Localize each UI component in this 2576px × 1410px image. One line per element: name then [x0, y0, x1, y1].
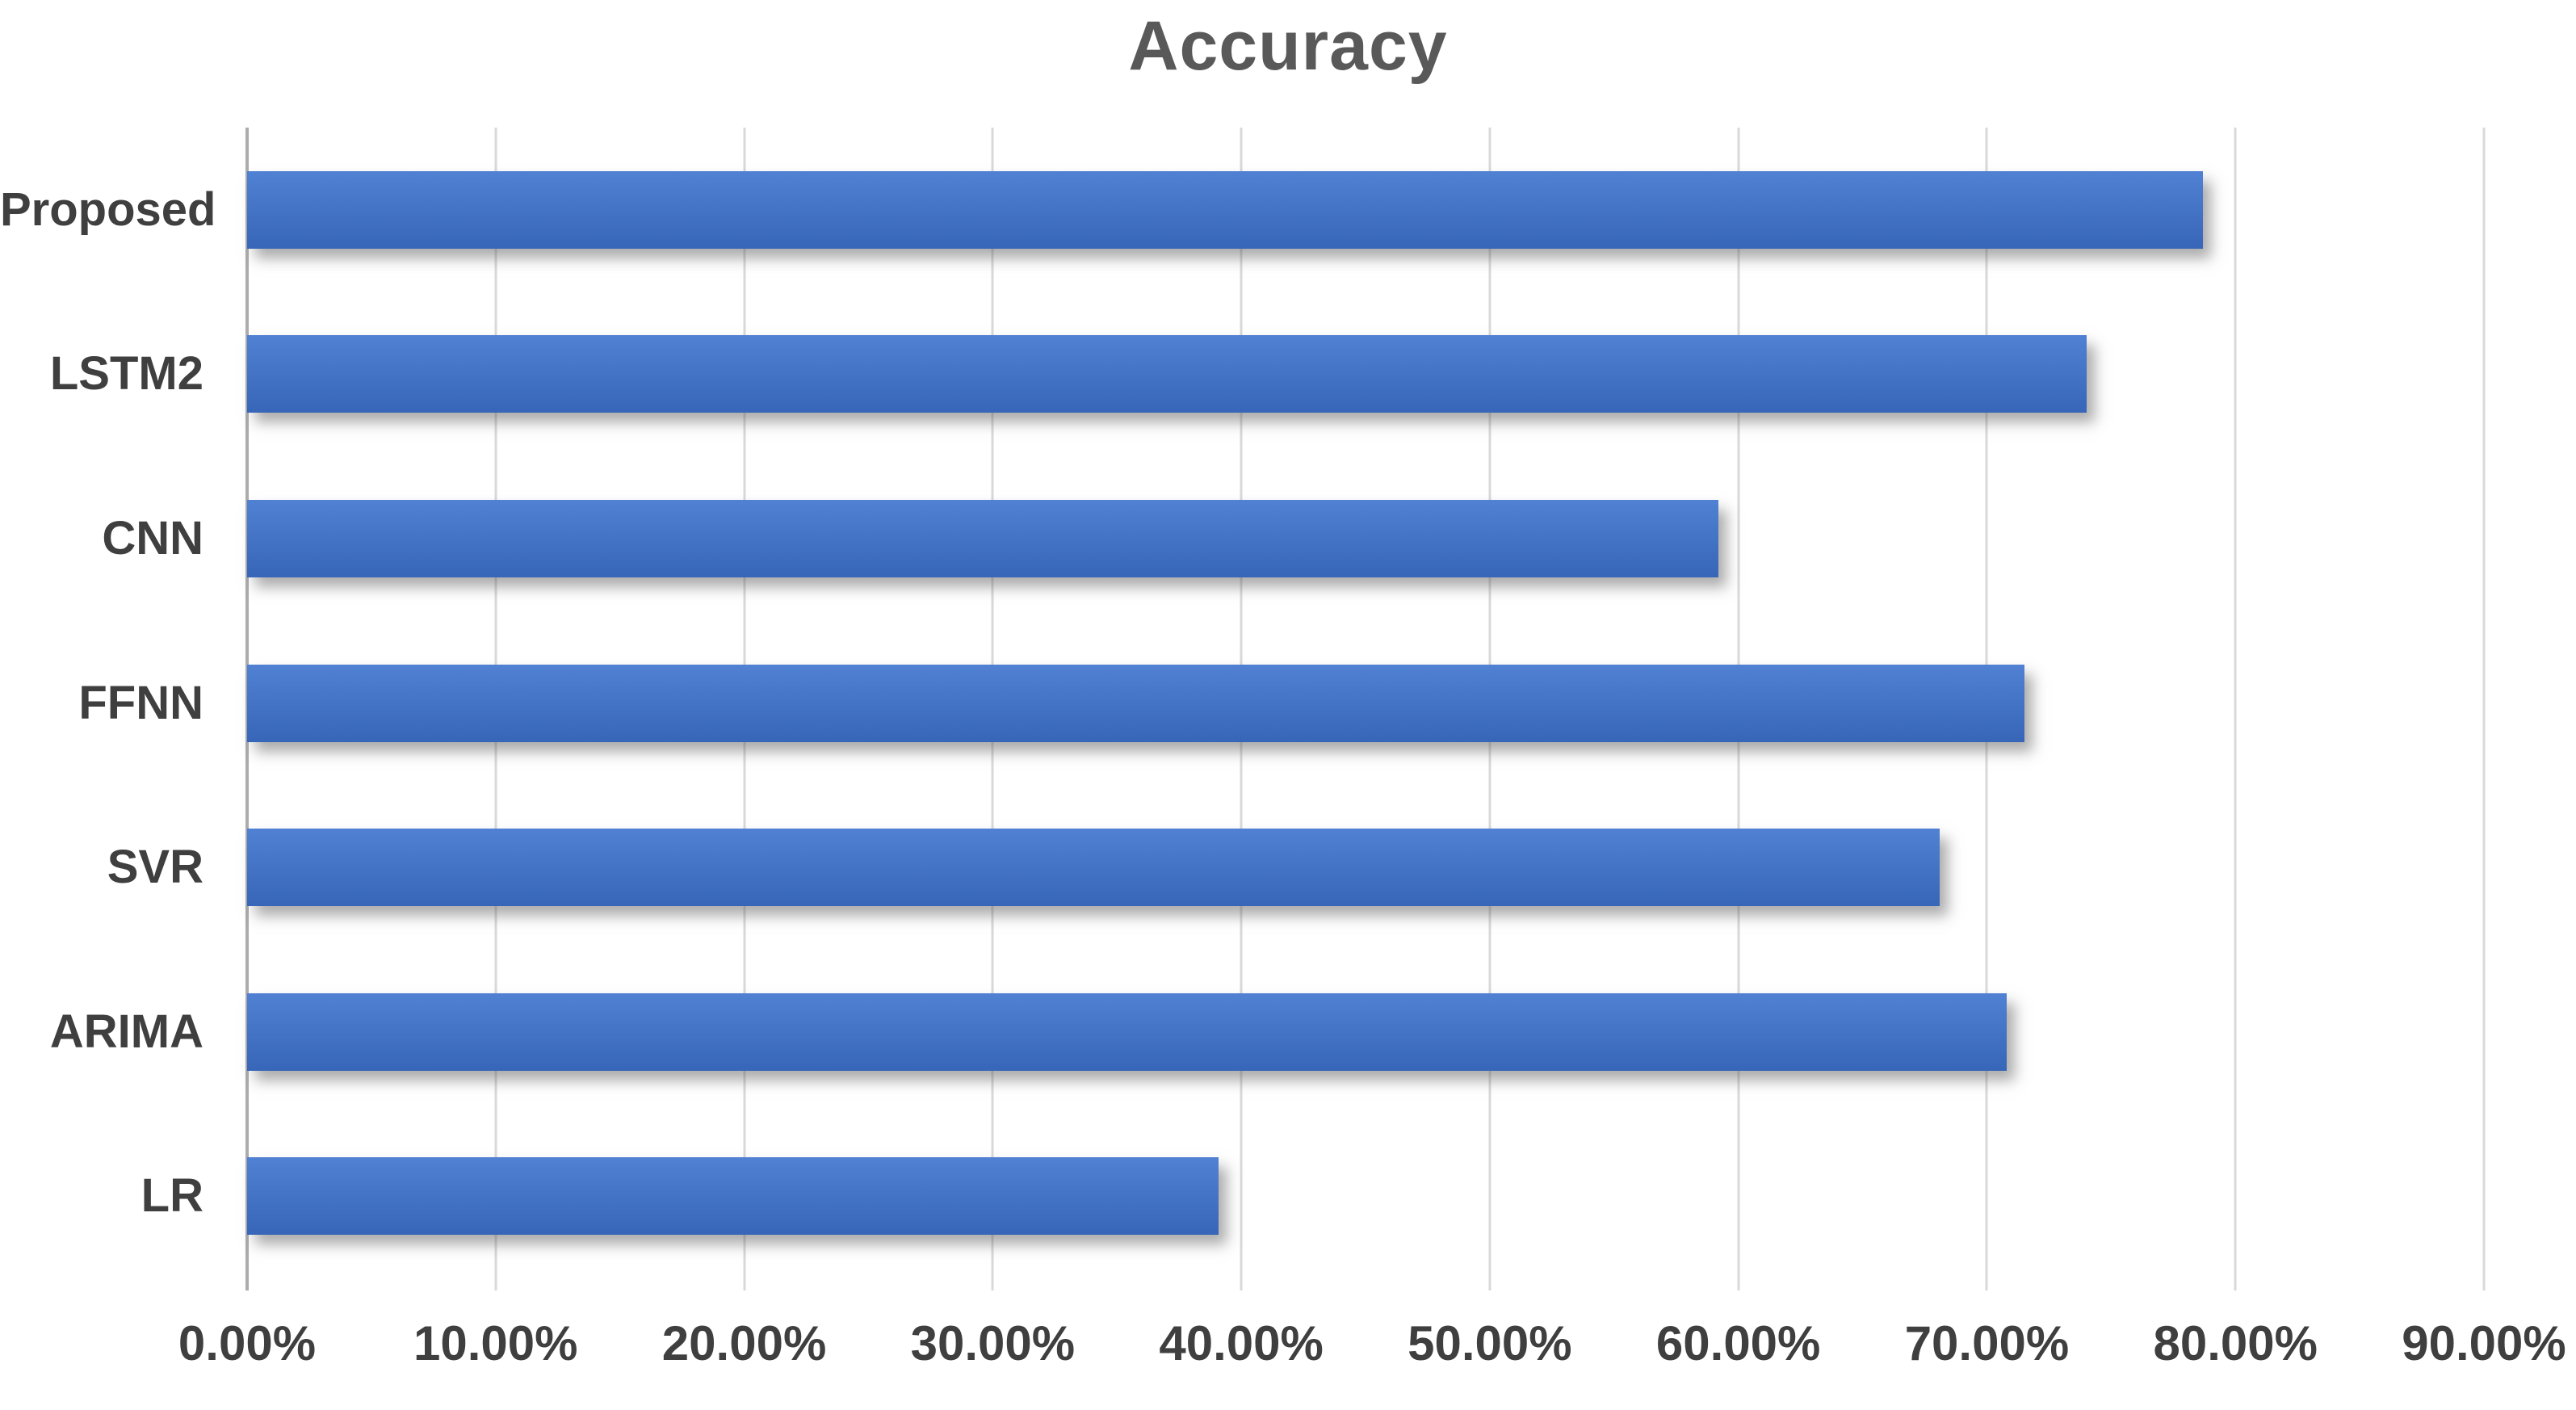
- x-tick-label: 30.00%: [910, 1316, 1076, 1370]
- gridline: [2234, 128, 2237, 1290]
- plot-area: [245, 128, 2486, 1290]
- bar-lr: [247, 1157, 1219, 1236]
- category-label: Proposed: [0, 183, 216, 236]
- bar-svr: [247, 829, 1940, 907]
- x-tick-label: 80.00%: [2153, 1316, 2318, 1370]
- x-tick-label: 60.00%: [1655, 1316, 1821, 1370]
- x-tick-label: 10.00%: [413, 1316, 578, 1370]
- category-label: LR: [141, 1169, 203, 1223]
- category-label: LSTM2: [49, 347, 203, 401]
- bar-ffnn: [247, 664, 2024, 742]
- bar-cnn: [247, 499, 1719, 577]
- category-label: CNN: [102, 511, 203, 564]
- chart-title: Accuracy: [1128, 7, 1448, 85]
- bar-arima: [247, 992, 2008, 1071]
- category-label: FFNN: [78, 676, 203, 729]
- gridline: [2482, 128, 2486, 1290]
- x-tick-label: 0.00%: [178, 1316, 317, 1370]
- x-tick-label: 40.00%: [1159, 1316, 1324, 1370]
- bar-lstm2: [247, 335, 2087, 413]
- category-label: ARIMA: [49, 1005, 203, 1058]
- x-tick-label: 50.00%: [1408, 1316, 1572, 1370]
- category-label: SVR: [107, 841, 203, 894]
- x-tick-label: 90.00%: [2402, 1316, 2566, 1370]
- x-tick-label: 70.00%: [1904, 1316, 2070, 1370]
- bar-proposed: [247, 170, 2204, 249]
- x-tick-label: 20.00%: [661, 1316, 827, 1370]
